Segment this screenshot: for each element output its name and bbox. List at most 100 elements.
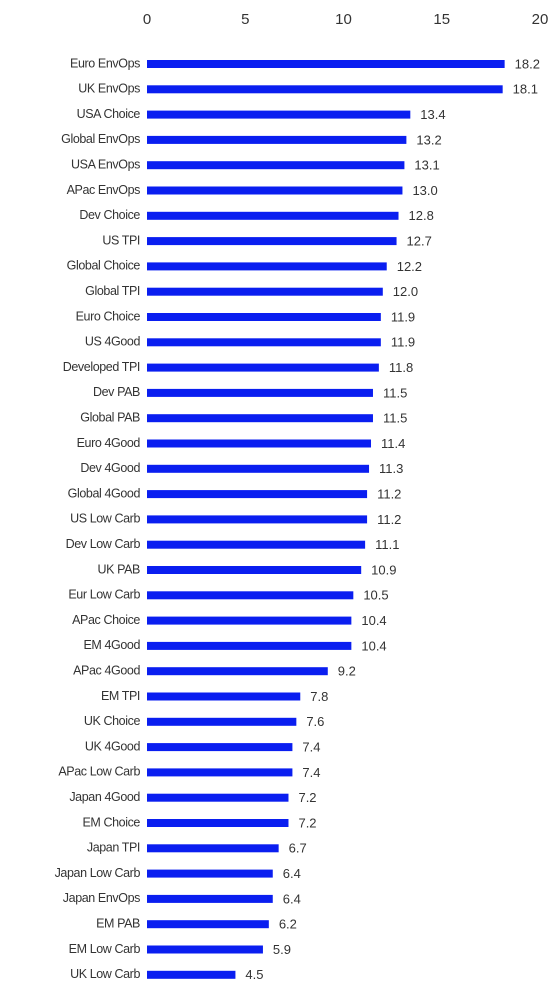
bar bbox=[147, 894, 273, 903]
x-tick-label: 20 bbox=[532, 11, 549, 28]
value-label: 11.5 bbox=[383, 385, 407, 400]
bar bbox=[147, 515, 368, 524]
value-label: 11.3 bbox=[379, 461, 403, 476]
value-label: 7.2 bbox=[298, 815, 316, 830]
bar bbox=[147, 237, 397, 246]
value-label: 5.9 bbox=[273, 942, 291, 957]
bar bbox=[147, 135, 407, 144]
bar bbox=[147, 60, 505, 68]
x-tick-label: 0 bbox=[143, 11, 151, 28]
value-label: 13.0 bbox=[412, 183, 437, 198]
value-label: 18.1 bbox=[513, 82, 538, 97]
bar bbox=[147, 186, 403, 195]
value-label: 12.0 bbox=[393, 284, 418, 299]
bar bbox=[147, 743, 293, 752]
bar bbox=[147, 313, 381, 321]
category-label: US TPI bbox=[102, 233, 140, 247]
category-label: US 4Good bbox=[85, 335, 141, 349]
category-label: EM 4Good bbox=[83, 638, 140, 652]
category-label: Dev PAB bbox=[93, 385, 140, 399]
category-label: EM Choice bbox=[82, 815, 140, 829]
bar bbox=[147, 110, 411, 119]
value-label: 12.7 bbox=[407, 234, 432, 249]
category-label: APac Low Carb bbox=[58, 765, 140, 779]
x-tick-label: 15 bbox=[433, 11, 450, 28]
bar bbox=[147, 920, 269, 929]
value-label: 10.9 bbox=[371, 562, 396, 577]
bar bbox=[147, 439, 372, 448]
bar bbox=[147, 287, 383, 296]
bar bbox=[147, 591, 354, 600]
bar bbox=[147, 211, 399, 220]
category-label: UK 4Good bbox=[85, 739, 141, 753]
value-label: 11.8 bbox=[389, 360, 413, 375]
category-label: UK Choice bbox=[84, 714, 141, 728]
category-label: Euro EnvOps bbox=[70, 56, 140, 70]
category-label: Dev Low Carb bbox=[66, 537, 141, 551]
value-label: 7.2 bbox=[298, 790, 316, 805]
category-label: APac Choice bbox=[72, 613, 140, 627]
category-label: Global Choice bbox=[67, 259, 141, 273]
x-tick-label: 10 bbox=[335, 11, 352, 28]
value-label: 6.7 bbox=[289, 841, 307, 856]
category-label: UK PAB bbox=[97, 562, 140, 576]
bar bbox=[147, 540, 366, 549]
value-label: 7.4 bbox=[302, 765, 320, 780]
value-label: 13.4 bbox=[420, 107, 445, 122]
bar bbox=[147, 667, 328, 676]
category-label: USA EnvOps bbox=[71, 157, 140, 171]
value-label: 11.4 bbox=[381, 436, 405, 451]
category-label: UK Low Carb bbox=[70, 967, 140, 981]
category-label: EM Low Carb bbox=[69, 942, 141, 956]
bar bbox=[147, 945, 263, 954]
bar bbox=[147, 970, 236, 979]
bar bbox=[147, 338, 381, 347]
bar bbox=[147, 414, 373, 423]
value-label: 4.5 bbox=[245, 967, 263, 982]
value-label: 12.8 bbox=[409, 208, 434, 223]
bar bbox=[147, 768, 293, 777]
category-label: Japan Low Carb bbox=[55, 866, 141, 880]
bar bbox=[147, 793, 289, 802]
category-label: US Low Carb bbox=[70, 512, 140, 526]
category-label: EM PAB bbox=[96, 916, 140, 930]
bar bbox=[147, 819, 289, 827]
category-label: APac EnvOps bbox=[67, 183, 141, 197]
category-label: Japan 4Good bbox=[69, 790, 140, 804]
category-label: Global TPI bbox=[85, 284, 140, 298]
bar bbox=[147, 717, 297, 726]
value-label: 7.4 bbox=[302, 740, 320, 755]
value-label: 11.2 bbox=[377, 512, 401, 527]
bar bbox=[147, 566, 362, 574]
value-label: 7.6 bbox=[306, 714, 324, 729]
category-label: Euro 4Good bbox=[77, 436, 141, 450]
value-label: 11.9 bbox=[391, 309, 415, 324]
category-label: Japan TPI bbox=[87, 841, 140, 855]
value-label: 9.2 bbox=[338, 664, 356, 679]
category-label: USA Choice bbox=[77, 107, 141, 121]
x-tick-label: 5 bbox=[241, 11, 249, 28]
value-label: 6.2 bbox=[279, 917, 297, 932]
bar bbox=[147, 388, 373, 397]
bar bbox=[147, 692, 301, 701]
category-label: Euro Choice bbox=[76, 309, 141, 323]
bar bbox=[147, 869, 273, 878]
category-label: Global EnvOps bbox=[61, 132, 140, 146]
category-label: Eur Low Carb bbox=[68, 588, 140, 602]
value-label: 6.4 bbox=[283, 891, 301, 906]
bar bbox=[147, 464, 370, 473]
value-label: 11.9 bbox=[391, 335, 415, 350]
bar bbox=[147, 616, 352, 625]
value-label: 11.2 bbox=[377, 487, 401, 502]
bar bbox=[147, 641, 352, 650]
category-label: APac 4Good bbox=[73, 663, 140, 677]
value-label: 11.1 bbox=[375, 537, 399, 552]
value-label: 10.4 bbox=[361, 613, 386, 628]
category-label: Developed TPI bbox=[63, 360, 140, 374]
category-label: Japan EnvOps bbox=[63, 891, 140, 905]
value-label: 10.5 bbox=[363, 588, 388, 603]
value-label: 12.2 bbox=[397, 259, 422, 274]
bar bbox=[147, 85, 503, 94]
